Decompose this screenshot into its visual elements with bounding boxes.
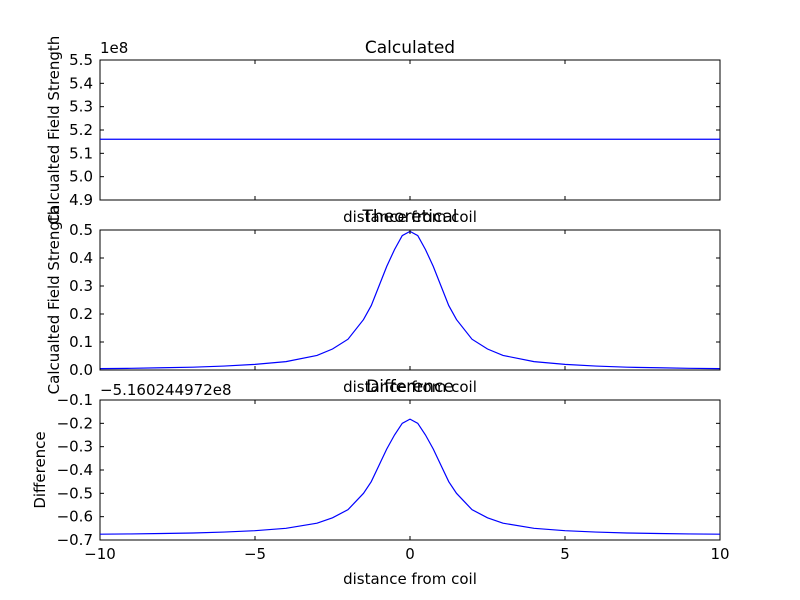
y-tick-label: 5.1 (69, 144, 93, 162)
x-tick-label: 0 (405, 545, 415, 563)
y-tick-label: 0.3 (69, 277, 93, 295)
x-axis-label-difference: distance from coil (343, 570, 477, 588)
panel-difference: −0.7 −0.6 −0.5 −0.4 −0.3 −0.2 −0.1 −10 −5 0 5 10 D… (31, 377, 730, 588)
series-line-0 (99, 418, 721, 535)
y-tick-label: −0.4 (57, 461, 93, 479)
y-tick-label: −0.1 (57, 391, 93, 409)
y-tick-label: 4.9 (69, 191, 93, 209)
chart-title-theoretical: Theoretical (362, 207, 458, 227)
offset-text-difference: −5.160244972e8 (100, 381, 232, 399)
x-tick-label: −10 (84, 545, 116, 563)
y-ticks-difference: −0.7 −0.6 −0.5 −0.4 −0.3 −0.2 −0.1 (57, 391, 720, 549)
y-axis-label-difference: Difference (31, 431, 49, 508)
y-tick-label: 5.2 (69, 121, 93, 139)
y-tick-label: −0.6 (57, 508, 93, 526)
y-tick-label: 0.0 (69, 361, 93, 379)
y-tick-label: −0.2 (57, 414, 93, 432)
y-ticks-theoretical: 0.0 0.1 0.2 0.3 0.4 0.5 (69, 221, 720, 379)
y-ticks-calculated: 4.9 5.0 5.1 5.2 5.3 5.4 5.5 (69, 51, 720, 209)
chart-title-difference: Difference (366, 377, 454, 397)
panel-theoretical: 0.0 0.1 0.2 0.3 0.4 0.5 Theoretical Calcualte… (45, 206, 721, 396)
x-ticks-theoretical (99, 230, 721, 370)
plot-area-theoretical (99, 229, 721, 371)
plot-area-difference (99, 399, 721, 541)
offset-text-calculated: 1e8 (100, 39, 128, 57)
y-tick-label: 0.5 (69, 221, 93, 239)
x-tick-label: 10 (710, 545, 729, 563)
x-ticks-difference: −10 −5 0 5 10 (84, 400, 730, 563)
y-tick-label: 0.2 (69, 305, 93, 323)
y-axis-label-calculated: Calcualted Field Strength (45, 36, 63, 225)
x-ticks-calculated (99, 60, 721, 200)
panel-calculated: 4.9 5.0 5.1 5.2 5.3 5.4 5.5 Calculated 1e8 Cal… (45, 36, 721, 226)
chart-title-calculated: Calculated (365, 38, 455, 58)
y-tick-label: 5.5 (69, 51, 93, 69)
x-tick-label: −5 (244, 545, 266, 563)
y-tick-label: −0.3 (57, 438, 93, 456)
x-axis-label-calculated: distance from coil (343, 208, 477, 226)
y-tick-label: −0.7 (57, 531, 93, 549)
y-tick-label: 5.0 (69, 168, 93, 186)
y-tick-label: −0.5 (57, 484, 93, 502)
y-tick-label: 0.4 (69, 249, 93, 267)
y-tick-label: 5.4 (69, 74, 93, 92)
y-axis-label-theoretical: Calcualted Field Strength (45, 206, 63, 395)
x-tick-label: 5 (560, 545, 570, 563)
plot-area-calculated (99, 59, 721, 201)
series-difference (99, 418, 721, 535)
y-tick-label: 0.1 (69, 333, 93, 351)
x-axis-label-theoretical: distance from coil (343, 378, 477, 396)
y-tick-label: 5.3 (69, 98, 93, 116)
